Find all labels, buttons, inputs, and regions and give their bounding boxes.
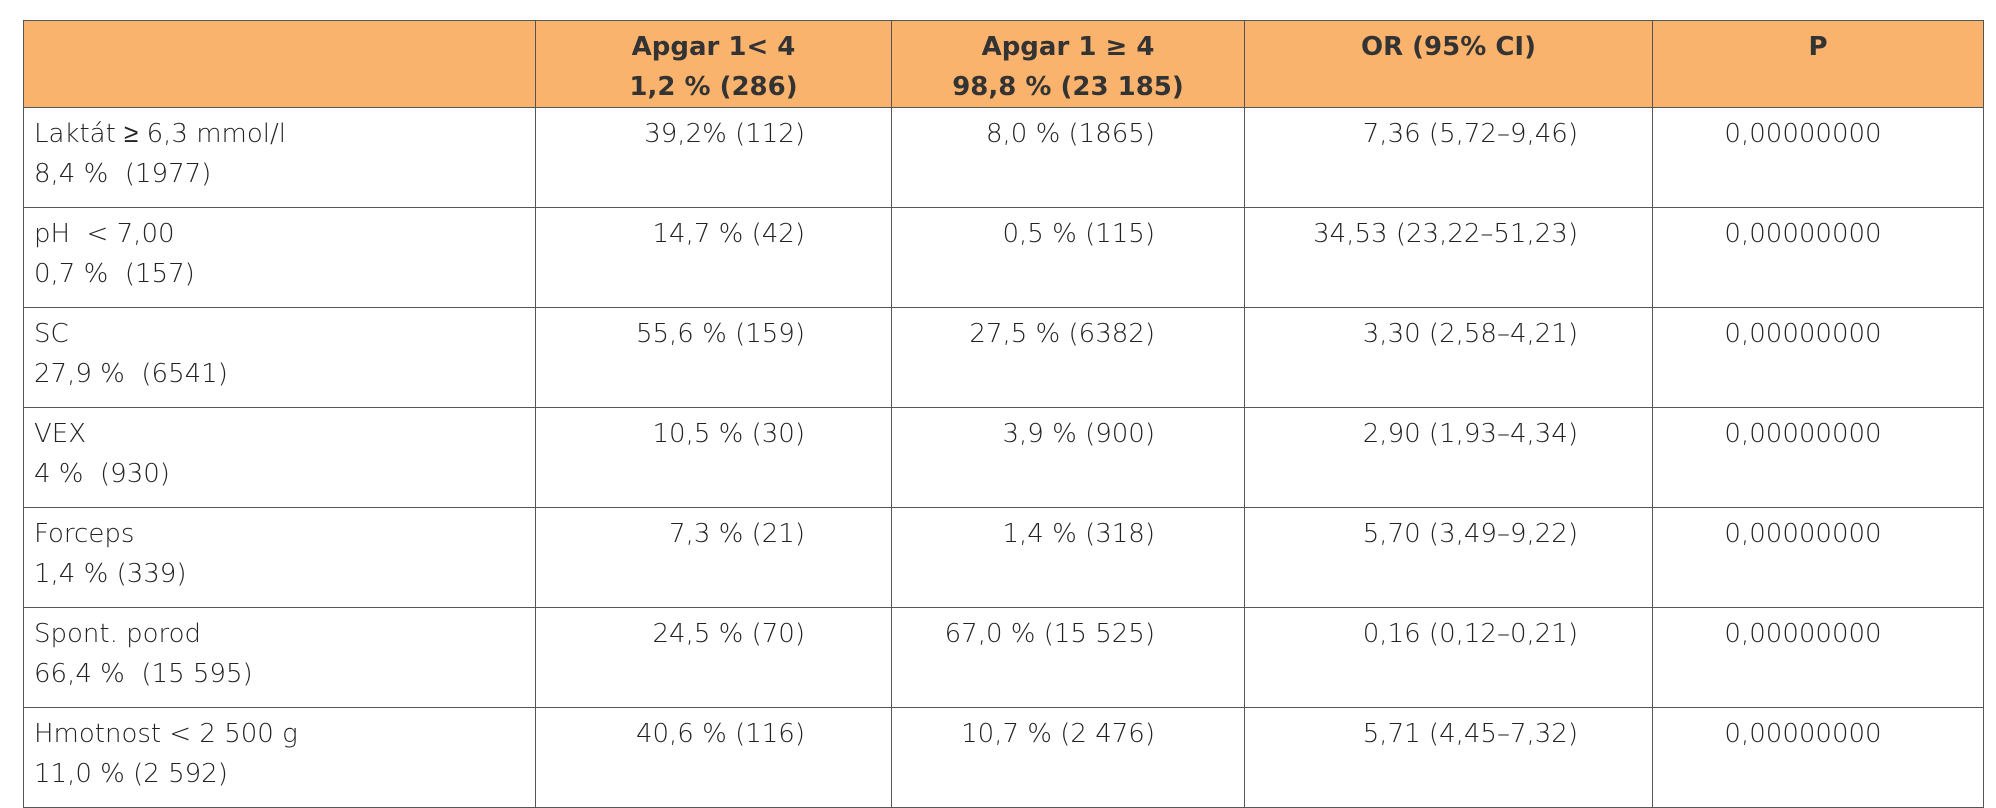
cell-text: 3,30 (2,58–4,21) [1362,319,1578,349]
cell-text: 10,5 % (30) [652,419,806,449]
cell-text: 3,9 % (900) [1002,419,1156,449]
cell-text: 1,4 % (339) [34,559,187,589]
value-cell: 0,00000000 [1652,507,1984,608]
row-label: Forceps 1,4 % (339) [23,507,536,608]
cell-text: 27,5 % (6382) [969,319,1155,349]
value-cell: 39,2% (112) [535,107,892,208]
cell-text: Spont. porod [34,619,202,649]
value-cell: 0,00000000 [1652,607,1984,708]
value-cell: 55,6 % (159) [535,307,892,408]
value-cell: 34,53 (23,22–51,23) [1244,207,1653,308]
row-label: Hmotnost < 2 500 g 11,0 % (2 592) [23,707,536,808]
value-cell: 3,9 % (900) [891,407,1245,508]
value-cell: 8,0 % (1865) [891,107,1245,208]
value-cell: 24,5 % (70) [535,607,892,708]
cell-text: 34,53 (23,22–51,23) [1313,219,1578,249]
cell-text: Laktát ≥ 6,3 mmol/l [34,119,286,149]
cell-text: 10,7 % (2 476) [961,719,1155,749]
cell-text: 98,8 % (23 185) [952,72,1184,102]
cell-text: 0,00000000 [1724,519,1882,549]
value-cell: 0,00000000 [1652,407,1984,508]
cell-text: 0,00000000 [1724,219,1882,249]
value-cell: 1,4 % (318) [891,507,1245,608]
value-cell: 67,0 % (15 525) [891,607,1245,708]
cell-text: Hmotnost < 2 500 g [34,719,298,749]
cell-text: 7,3 % (21) [669,519,805,549]
table-row: pH < 7,00 0,7 % (157) 14,7 % (42) 0,5 % (11… [23,207,1984,308]
cell-text: pH < 7,00 [34,219,175,249]
value-cell: 5,71 (4,45–7,32) [1244,707,1653,808]
header-row: Apgar 1< 4 1,2 % (286) Apgar 1 ≥ 4 98,8 % (… [23,20,1984,108]
value-cell: 27,5 % (6382) [891,307,1245,408]
cell-text: 5,71 (4,45–7,32) [1362,719,1578,749]
value-cell: 7,3 % (21) [535,507,892,608]
cell-text: 8,4 % (1977) [34,159,212,189]
value-cell: 0,00000000 [1652,707,1984,808]
cell-text: SC [34,319,69,349]
cell-text: 27,9 % (6541) [34,359,228,389]
cell-text: 24,5 % (70) [652,619,806,649]
cell-text: VEX [34,419,87,449]
row-label: Laktát ≥ 6,3 mmol/l 8,4 % (1977) [23,107,536,208]
cell-text: 0,00000000 [1724,619,1882,649]
cell-text: 14,7 % (42) [652,219,806,249]
row-label: SC 27,9 % (6541) [23,307,536,408]
cell-text: 0,00000000 [1724,319,1882,349]
cell-text: Apgar 1< 4 [631,32,796,62]
cell-text: Forceps [34,519,135,549]
value-cell: 3,30 (2,58–4,21) [1244,307,1653,408]
cell-text: 1,2 % (286) [629,72,798,102]
cell-text: Apgar 1 ≥ 4 [981,32,1155,62]
cell-text: 0,00000000 [1724,419,1882,449]
results-table: Apgar 1< 4 1,2 % (286) Apgar 1 ≥ 4 98,8 % (… [23,20,1984,808]
cell-text: 55,6 % (159) [635,319,805,349]
cell-text: 0,16 (0,12–0,21) [1362,619,1578,649]
table-row: Spont. porod 66,4 % (15 595) 24,5 % (70) 67… [23,607,1984,708]
table-row: SC 27,9 % (6541) 55,6 % (159) 27,5 % (6382)… [23,307,1984,408]
header-cell: Apgar 1< 4 1,2 % (286) [535,20,892,108]
cell-text: 1,4 % (318) [1002,519,1156,549]
value-cell: 40,6 % (116) [535,707,892,808]
row-label: pH < 7,00 0,7 % (157) [23,207,536,308]
cell-text: 0,7 % (157) [34,259,195,289]
row-label: Spont. porod 66,4 % (15 595) [23,607,536,708]
cell-text: 0,00000000 [1724,119,1882,149]
table-row: Forceps 1,4 % (339) 7,3 % (21) 1,4 % (318) 5… [23,507,1984,608]
cell-text: 7,36 (5,72–9,46) [1362,119,1578,149]
cell-text: OR (95% CI) [1361,32,1536,62]
value-cell: 10,5 % (30) [535,407,892,508]
value-cell: 2,90 (1,93–4,34) [1244,407,1653,508]
cell-text: 39,2% (112) [644,119,805,149]
cell-text: 5,70 (3,49–9,22) [1362,519,1578,549]
cell-text: 40,6 % (116) [635,719,805,749]
table-row: Laktát ≥ 6,3 mmol/l 8,4 % (1977) 39,2% (11… [23,107,1984,208]
cell-text: P [1808,32,1828,62]
table-row: VEX 4 % (930) 10,5 % (30) 3,9 % (900) 2,90 (… [23,407,1984,508]
cell-text: 2,90 (1,93–4,34) [1362,419,1578,449]
value-cell: 14,7 % (42) [535,207,892,308]
cell-text: 0,5 % (115) [1002,219,1156,249]
value-cell: 0,00000000 [1652,307,1984,408]
cell-text: 11,0 % (2 592) [34,759,228,789]
header-cell [23,20,536,108]
value-cell: 10,7 % (2 476) [891,707,1245,808]
value-cell: 0,5 % (115) [891,207,1245,308]
cell-text: 4 % (930) [34,459,170,489]
value-cell: 0,16 (0,12–0,21) [1244,607,1653,708]
header-cell: Apgar 1 ≥ 4 98,8 % (23 185) [891,20,1245,108]
cell-text: 67,0 % (15 525) [944,619,1155,649]
header-cell: OR (95% CI) [1244,20,1653,108]
row-label: VEX 4 % (930) [23,407,536,508]
cell-text: 8,0 % (1865) [985,119,1155,149]
value-cell: 7,36 (5,72–9,46) [1244,107,1653,208]
value-cell: 0,00000000 [1652,207,1984,308]
cell-text: 0,00000000 [1724,719,1882,749]
header-cell: P [1652,20,1984,108]
value-cell: 0,00000000 [1652,107,1984,208]
table-row: Hmotnost < 2 500 g 11,0 % (2 592) 40,6 % (… [23,707,1984,808]
cell-text: 66,4 % (15 595) [34,659,253,689]
value-cell: 5,70 (3,49–9,22) [1244,507,1653,608]
